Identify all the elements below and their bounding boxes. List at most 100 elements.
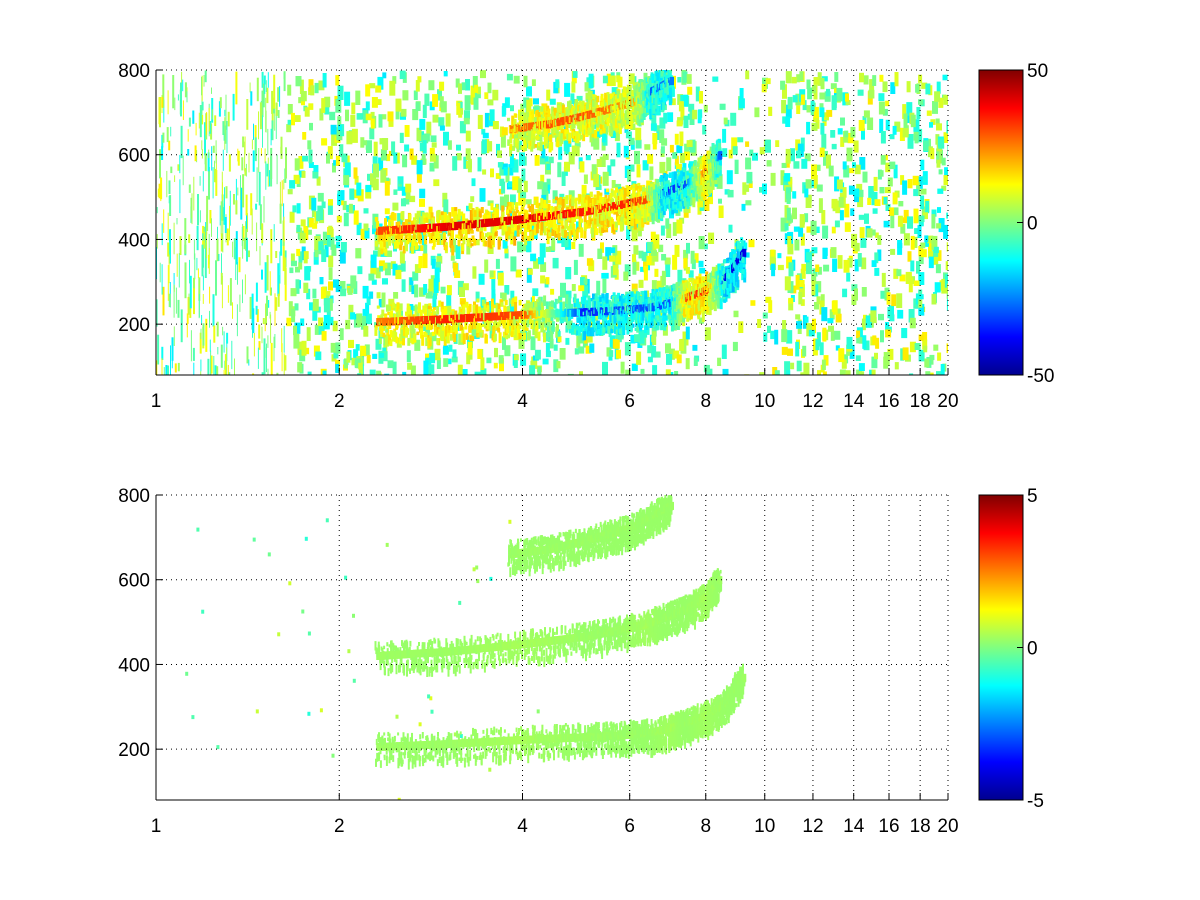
heatmap-cell (433, 278, 439, 293)
heatmap-cell (932, 249, 939, 258)
heatmap-cell (664, 322, 667, 327)
heatmap-cell (196, 257, 198, 271)
heatmap-cell (537, 297, 541, 302)
heatmap-cell (887, 348, 894, 360)
heatmap-cell (294, 303, 299, 311)
heatmap-cell (395, 105, 400, 120)
heatmap-cell (549, 98, 556, 105)
heatmap-cell (534, 301, 538, 307)
heatmap-cell (177, 94, 179, 101)
heatmap-cell (467, 341, 473, 355)
heatmap-cell (496, 143, 500, 157)
heatmap-cell (677, 304, 681, 314)
heatmap-cell (264, 148, 266, 164)
heatmap-cell (732, 146, 738, 155)
heatmap-cell (205, 318, 208, 352)
heatmap-cell (659, 117, 666, 129)
heatmap-cell (774, 370, 780, 375)
heatmap-cell (376, 292, 381, 299)
heatmap-cell (700, 306, 704, 313)
heatmap-cell (626, 306, 630, 314)
heatmap-cell (330, 237, 335, 250)
heatmap-cell (442, 232, 446, 240)
heatmap-cell (781, 100, 787, 114)
heatmap-cell (221, 194, 224, 221)
heatmap-cell (866, 228, 873, 238)
heatmap-cell (267, 335, 269, 348)
heatmap-cell (680, 94, 687, 101)
heatmap-cell (365, 185, 372, 199)
heatmap-cell (619, 321, 623, 328)
heatmap-cell (484, 112, 489, 128)
heatmap-cell (360, 137, 365, 148)
heatmap-cell (494, 347, 498, 358)
heatmap-cell (509, 208, 515, 220)
heatmap-cell (661, 138, 668, 146)
heatmap-cell (494, 207, 498, 216)
heatmap-cell (162, 132, 165, 143)
heatmap-cell (335, 155, 340, 166)
heatmap-cell (822, 247, 828, 256)
heatmap-cell (534, 330, 538, 339)
heatmap-cell (935, 118, 940, 125)
heatmap-cell (446, 333, 450, 344)
heatmap-cell (350, 275, 357, 289)
heatmap-cell (626, 326, 630, 335)
heatmap-cell (796, 360, 802, 372)
heatmap-cell (885, 119, 890, 131)
heatmap-cell (393, 241, 397, 249)
heatmap-cell (475, 304, 479, 311)
heatmap-cell (188, 117, 191, 127)
heatmap-cell (893, 207, 899, 216)
heatmap-cell (822, 118, 827, 126)
heatmap-cell (582, 285, 589, 298)
heatmap-cell (398, 237, 402, 243)
heatmap-cell (857, 89, 864, 96)
heatmap-cell (854, 242, 860, 252)
heatmap-cell (445, 113, 451, 127)
heatmap-cell (223, 133, 225, 141)
heatmap-cell (667, 112, 674, 122)
heatmap-cell (648, 313, 652, 323)
heatmap-cell (215, 170, 218, 196)
heatmap-cell (228, 372, 231, 375)
heatmap-cell (391, 302, 395, 308)
heatmap-cell (366, 296, 371, 306)
heatmap-cell (717, 291, 721, 297)
heatmap-cell (346, 204, 351, 213)
heatmap-cell (492, 229, 496, 241)
heatmap-cell (838, 196, 844, 208)
heatmap-cell (513, 211, 517, 217)
heatmap-cell (473, 97, 479, 110)
heatmap-cell (757, 319, 762, 328)
heatmap-cell (512, 297, 516, 304)
heatmap-cell (786, 207, 791, 221)
heatmap-cell (564, 235, 569, 248)
heatmap-cell (901, 328, 908, 339)
heatmap-cell (317, 192, 324, 202)
heatmap-cell (468, 303, 472, 313)
heatmap-cell (519, 223, 523, 233)
heatmap-cell (219, 205, 221, 226)
heatmap-cell (402, 326, 406, 337)
heatmap-cell (208, 247, 210, 274)
heatmap-cell (639, 296, 643, 307)
heatmap-cell (529, 315, 533, 319)
heatmap-cell (861, 128, 865, 140)
heatmap-cell (398, 178, 403, 185)
heatmap-cell (402, 154, 408, 168)
heatmap-cell (518, 190, 524, 206)
heatmap-cell (537, 128, 542, 142)
heatmap-cell (905, 271, 912, 284)
heatmap-cell (839, 369, 846, 375)
heatmap-cell (640, 317, 644, 328)
heatmap-cell (664, 315, 668, 321)
heatmap-cell (384, 218, 387, 228)
heatmap-cell (858, 120, 865, 131)
heatmap-cell (530, 253, 537, 262)
heatmap-cell (907, 134, 914, 149)
heatmap-cell (508, 206, 511, 210)
heatmap-cell (556, 361, 561, 369)
heatmap-cell (388, 118, 394, 127)
